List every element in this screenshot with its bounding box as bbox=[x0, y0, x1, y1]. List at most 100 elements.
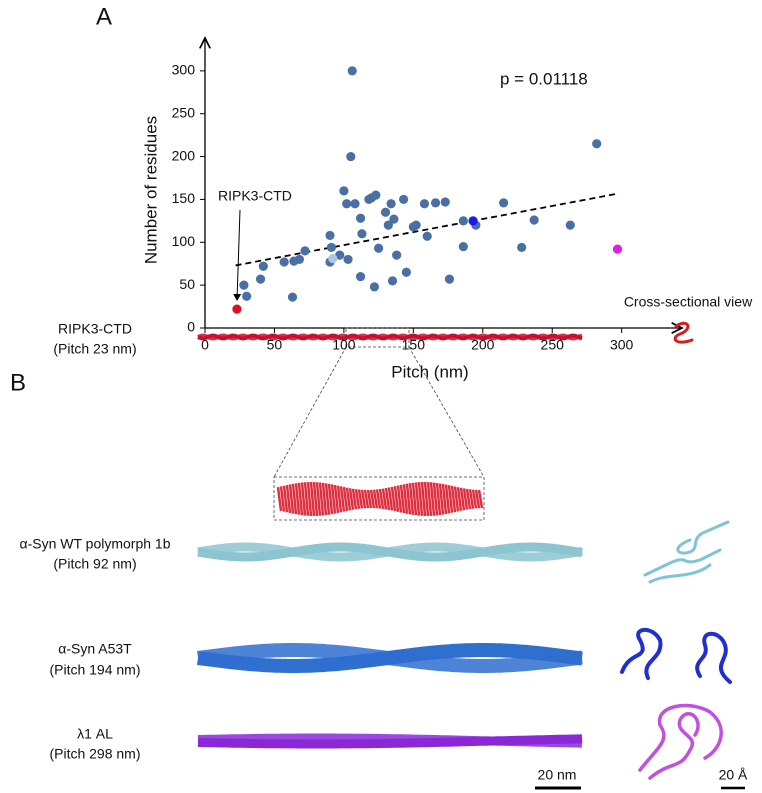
zoom-stripe bbox=[342, 486, 349, 512]
y-tick-label: 200 bbox=[172, 147, 196, 163]
zoom-stripe bbox=[414, 482, 421, 516]
x-tick-label: 150 bbox=[402, 337, 426, 353]
point bbox=[258, 261, 268, 271]
zoom-stripe bbox=[372, 489, 379, 509]
trendline bbox=[235, 192, 620, 267]
zoom-stripe bbox=[375, 489, 382, 509]
zoom-stripe bbox=[369, 489, 376, 509]
zoom-stripe bbox=[282, 485, 289, 513]
zoom-stripe bbox=[462, 488, 469, 510]
point bbox=[371, 190, 381, 200]
scale-label: 20 nm bbox=[538, 767, 577, 783]
y-tick-label: 300 bbox=[172, 62, 196, 78]
callout-label: RIPK3-CTD bbox=[218, 188, 292, 204]
point bbox=[529, 215, 539, 225]
zoom-stripe bbox=[318, 482, 325, 516]
point bbox=[335, 250, 345, 260]
point bbox=[380, 207, 391, 217]
zoom-stripe bbox=[333, 484, 340, 514]
point bbox=[458, 216, 468, 226]
zoom-stripe bbox=[378, 488, 385, 510]
zoom-stripe bbox=[411, 482, 418, 516]
highlight-point bbox=[232, 304, 242, 314]
point bbox=[326, 242, 336, 253]
zoom-stripe bbox=[330, 484, 337, 514]
zoom-stripe bbox=[456, 487, 463, 511]
zoom-stripe bbox=[399, 484, 406, 514]
row-name: α-Syn A53T bbox=[58, 641, 132, 657]
zoom-stripe bbox=[351, 488, 358, 510]
fibril-strand bbox=[197, 333, 583, 341]
zoom-stripe bbox=[345, 487, 352, 511]
x-tick-label: 50 bbox=[267, 337, 283, 353]
zoom-stripe bbox=[309, 481, 316, 517]
point bbox=[300, 246, 310, 256]
zoom-stripe bbox=[429, 482, 436, 516]
zoom-guides bbox=[273, 327, 485, 521]
zoom-stripe bbox=[294, 483, 301, 515]
row-pitch: (Pitch 92 nm) bbox=[53, 556, 136, 572]
zoom-stripe bbox=[444, 484, 451, 514]
zoom-stripe bbox=[450, 485, 457, 513]
point bbox=[294, 254, 305, 265]
highlight-point bbox=[612, 244, 623, 254]
y-tick-label: 50 bbox=[179, 276, 195, 292]
callout-arrow bbox=[233, 209, 242, 301]
zoom-stripe bbox=[465, 488, 472, 510]
point bbox=[369, 282, 380, 292]
row-pitch: (Pitch 194 nm) bbox=[49, 662, 140, 678]
y-tick-label: 250 bbox=[172, 104, 196, 120]
point bbox=[386, 199, 396, 209]
zoom-stripe bbox=[339, 486, 346, 512]
zoom-stripe bbox=[393, 486, 400, 512]
zoom-stripe bbox=[366, 489, 373, 509]
point bbox=[419, 199, 430, 209]
row-name: RIPK3-CTD bbox=[58, 321, 132, 337]
point bbox=[339, 186, 349, 196]
y-tick-label: 150 bbox=[172, 190, 196, 206]
point bbox=[355, 213, 366, 223]
zoom-stripe bbox=[288, 484, 295, 514]
point bbox=[392, 250, 402, 260]
zoom-stripe bbox=[327, 483, 334, 515]
section-header: Cross-sectional view bbox=[624, 294, 753, 310]
x-tick-label: 100 bbox=[332, 337, 356, 353]
row-pitch: (Pitch 298 nm) bbox=[49, 746, 140, 762]
fibrils bbox=[196, 333, 583, 749]
zoom-stripe bbox=[405, 483, 412, 515]
zoom-stripe bbox=[300, 482, 307, 516]
point bbox=[350, 199, 360, 209]
point bbox=[287, 292, 298, 302]
point bbox=[592, 139, 602, 149]
zoom-stripe bbox=[312, 481, 319, 517]
zoom-stripe bbox=[468, 489, 475, 509]
y-axis-title: Number of residues bbox=[141, 116, 160, 264]
cross-sections bbox=[620, 321, 732, 780]
zoom-stripe bbox=[396, 485, 403, 513]
point bbox=[444, 274, 455, 284]
point bbox=[389, 214, 399, 224]
highlight-point bbox=[468, 216, 478, 226]
zoom-stripe bbox=[438, 483, 445, 515]
y-tick-label: 100 bbox=[172, 233, 196, 249]
zoom-stripe bbox=[441, 483, 448, 515]
zoom-stripe bbox=[420, 481, 427, 517]
zoom-stripe bbox=[306, 481, 313, 517]
zoom-stripe bbox=[426, 481, 433, 517]
zoom-stripe bbox=[417, 482, 424, 516]
row-name: λ1 AL bbox=[77, 726, 113, 742]
y-tick-label: 0 bbox=[187, 319, 195, 335]
zoom-stripe bbox=[336, 485, 343, 513]
point bbox=[342, 199, 352, 209]
row-pitch: (Pitch 23 nm) bbox=[53, 341, 136, 357]
zoom-stripe bbox=[315, 482, 322, 516]
zoom-stripe bbox=[357, 489, 364, 509]
x-tick-label: 200 bbox=[471, 337, 495, 353]
point bbox=[242, 291, 252, 301]
point bbox=[355, 271, 366, 282]
highlight-point bbox=[328, 253, 338, 264]
point bbox=[458, 241, 468, 252]
zoom-stripe bbox=[471, 489, 478, 509]
fibril-strand bbox=[197, 733, 583, 748]
zoom-stripe bbox=[360, 489, 367, 509]
